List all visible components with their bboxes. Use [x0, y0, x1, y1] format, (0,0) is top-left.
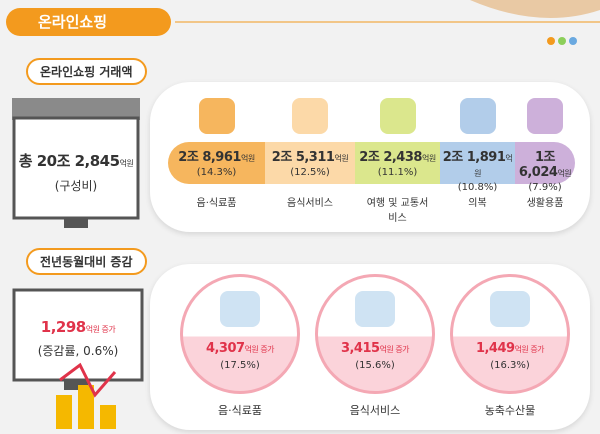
amount-line: 1,449억원 증가 [453, 341, 567, 356]
coins [56, 385, 116, 429]
unit: 억원 [421, 154, 436, 163]
amount-line: 2조 8,961억원 [168, 146, 265, 165]
share: (12.5%) [290, 167, 330, 178]
dot [558, 37, 566, 45]
unit: 억원 [557, 169, 572, 178]
awning [12, 98, 140, 120]
amount: 1조 6,024 [518, 150, 558, 180]
share: (16.3%) [490, 360, 530, 371]
bar-segment: 1조 6,024억원 (7.9%) [515, 142, 575, 193]
unit: 억원 [240, 154, 255, 163]
amount-line: 2조 1,891억원 [440, 146, 515, 180]
category-label: 음·식료품 [196, 198, 237, 209]
amount: 3,415 [340, 341, 380, 356]
category-label: 음식서비스 [287, 198, 333, 209]
unit: 억원 증가 [514, 345, 545, 354]
circle: 1,449억원 증가 (16.3%) [450, 274, 570, 394]
amount-line: 1조 6,024억원 [515, 146, 575, 180]
unit: 억원 증가 [379, 345, 410, 354]
share: (10.8%) [457, 182, 498, 193]
section-label: 온라인쇼핑 거래액 [26, 58, 147, 85]
category-label: 음식서비스 [349, 404, 401, 417]
total: 1,298억원 증가 (증감률, 0.6%) [16, 318, 140, 359]
unit: 억원 증가 [85, 325, 116, 334]
amount: 1,449 [475, 341, 515, 356]
monitor [12, 116, 140, 220]
amount: 4,307 [205, 341, 245, 356]
amount-line: 2조 5,311억원 [265, 146, 355, 165]
unit: 억원 증가 [244, 345, 275, 354]
icon [459, 98, 496, 134]
amount-line: 4,307억원 증가 [183, 341, 297, 356]
amount: 2조 2,438 [359, 150, 422, 165]
share: (15.6%) [355, 360, 395, 371]
header-title: 온라인쇼핑 [6, 8, 171, 36]
icon [355, 291, 395, 327]
share: (7.9%) [528, 182, 562, 193]
amount-line: 2조 2,438억원 [355, 146, 440, 165]
category-label: 의복 [468, 198, 487, 209]
section-label: 전년동월대비 증감 [26, 248, 147, 275]
unit: 억원 [119, 159, 134, 168]
icon [292, 98, 328, 134]
amount: 1,298 [40, 318, 86, 336]
circle: 3,415억원 증가 (15.6%) [315, 274, 435, 394]
icon [220, 291, 260, 327]
total-amount: 총 20조 2,845억원 [16, 150, 136, 171]
amount: 2조 5,311 [271, 150, 335, 165]
total: 총 20조 2,845억원 (구성비) [16, 150, 136, 194]
monitor-stand [64, 218, 88, 228]
amount-line: 3,415억원 증가 [318, 341, 432, 356]
amount: 2조 1,891 [442, 150, 506, 165]
trend-arrow [59, 362, 117, 398]
category-label: 여행 및 교통서비스 [366, 198, 429, 224]
monitor-stand [64, 380, 88, 390]
total-amount: 1,298억원 증가 [16, 318, 140, 336]
corner-shape [470, 0, 600, 18]
dot [547, 37, 555, 45]
unit: 억원 [334, 154, 349, 163]
icon [198, 98, 235, 134]
unit: 억원 [474, 154, 513, 178]
icon [379, 98, 416, 134]
share: (17.5%) [220, 360, 260, 371]
share: (14.3%) [196, 167, 237, 178]
total-note: (증감률, 0.6%) [37, 344, 119, 358]
circle: 4,307억원 증가 (17.5%) [180, 274, 300, 394]
category-label: 음·식료품 [218, 404, 262, 417]
dot [569, 37, 577, 45]
bar-segment: 2조 1,891억원 (10.8%) [440, 142, 515, 193]
icon [490, 291, 530, 327]
amount: 2조 8,961 [178, 150, 241, 165]
bar-segment: 2조 8,961억원 (14.3%) [168, 142, 265, 184]
category-label: 생활용품 [526, 198, 564, 209]
bar-segment: 2조 2,438억원 (11.1%) [355, 142, 440, 184]
amount: 총 20조 2,845 [18, 152, 120, 170]
category-label: 농축수산물 [484, 404, 536, 417]
icon [527, 98, 563, 134]
total-note: (구성비) [54, 179, 98, 193]
bar-segment: 2조 5,311억원 (12.5%) [265, 142, 355, 184]
share: (11.1%) [377, 167, 418, 178]
